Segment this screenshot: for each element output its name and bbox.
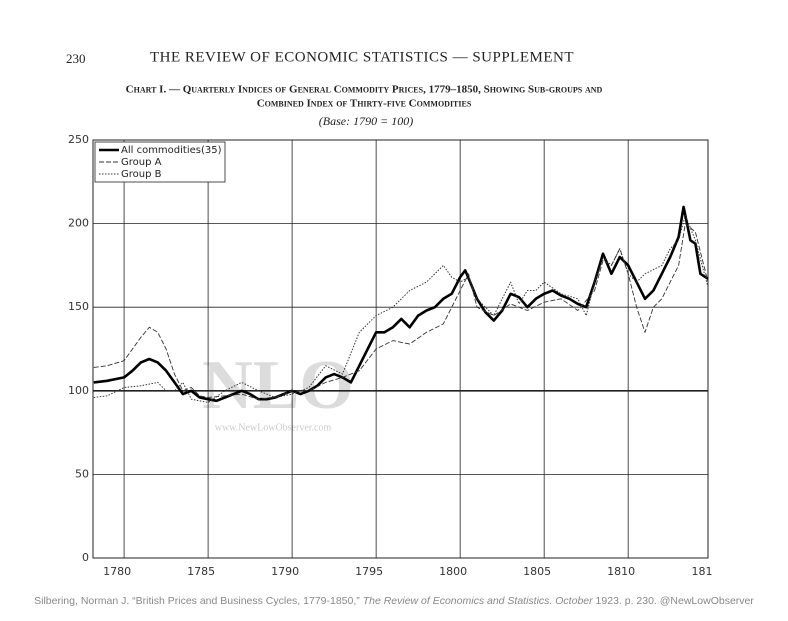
y-tick-label: 200: [68, 217, 89, 230]
series-line: [93, 214, 709, 403]
watermark-site: www.NewLowObserver.com: [215, 422, 332, 433]
plot: 0 50 100 150 200 250 1780 1785 1790 1795 1800 1805 1…: [68, 133, 713, 578]
plot-frame: [92, 139, 709, 559]
page-number: 230: [66, 51, 86, 66]
x-tick-label: 1795: [355, 565, 383, 578]
footer-journal: The Review of Economics and Statistics. …: [363, 595, 593, 607]
y-tick-label: 250: [68, 133, 89, 146]
y-tick-label: 50: [75, 467, 89, 480]
chart-title: Chart I. — Quarterly Indices of General …: [126, 84, 603, 96]
x-tick-label: 1780: [103, 565, 131, 578]
y-tick-label: 150: [68, 300, 89, 313]
series-line: [93, 223, 709, 400]
footer-rest: 1923. p. 230. @NewLowObserver: [596, 595, 755, 607]
watermark: NLO: [202, 347, 354, 424]
x-tick-label: 1785: [187, 565, 215, 578]
x-tick-label: 1790: [271, 565, 299, 578]
legend-label: Group A: [121, 157, 162, 168]
y-tick-label: 0: [82, 551, 89, 564]
x-tick-label: 1805: [523, 565, 551, 578]
legend-label: All commodities(35): [121, 145, 222, 156]
footer-citation: Silbering, Norman J. “British Prices and…: [34, 595, 360, 607]
x-tick-label: 1800: [439, 565, 467, 578]
series-line: [93, 205, 709, 403]
page-header: THE REVIEW OF ECONOMIC STATISTICS — SUPP…: [150, 49, 574, 65]
chart-title-line2: Combined Index of Thirty-five Commoditie…: [257, 98, 472, 110]
legend-label: Group B: [121, 169, 162, 180]
x-tick-label: 1810: [607, 565, 635, 578]
y-tick-label: 100: [68, 384, 89, 397]
x-tick-label: 181: [692, 565, 713, 578]
chart-subtitle: (Base: 1790 = 100): [319, 114, 413, 128]
footer: Silbering, Norman J. “British Prices and…: [34, 595, 754, 607]
